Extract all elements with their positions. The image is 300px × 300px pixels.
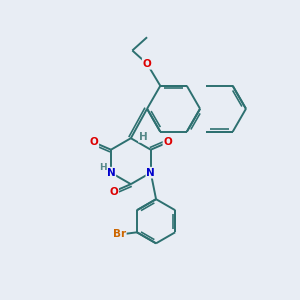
Text: O: O — [143, 59, 152, 69]
Text: H: H — [99, 163, 106, 172]
Text: O: O — [110, 187, 118, 196]
Text: Br: Br — [113, 229, 126, 239]
Text: O: O — [89, 137, 98, 147]
Text: H: H — [139, 132, 148, 142]
Text: N: N — [106, 168, 115, 178]
Text: O: O — [164, 137, 172, 147]
Text: N: N — [146, 168, 155, 178]
